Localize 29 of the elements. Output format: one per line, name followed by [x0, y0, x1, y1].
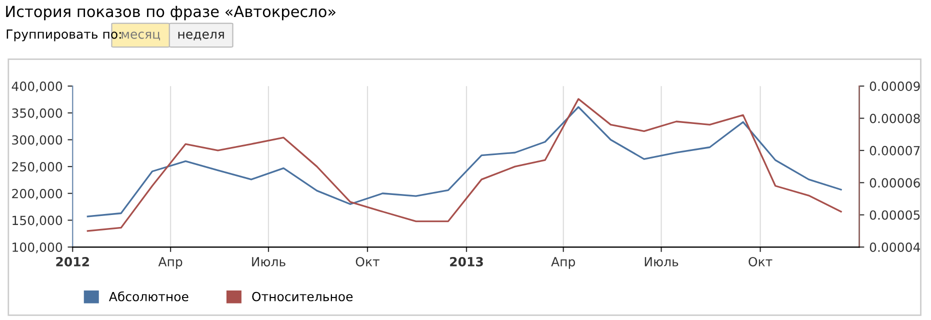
y2-tick-label: 0.00009	[870, 82, 920, 92]
y-tick-label: 100,000	[12, 242, 62, 254]
x-tick-label: Июль	[644, 257, 678, 266]
x-tick-label: Апр	[551, 257, 576, 269]
y2-tick-label: 0.00007	[870, 146, 920, 156]
y2-tick-label: 0.00005	[870, 210, 920, 220]
y2-tick-label: 0.00008	[870, 114, 920, 124]
x-tick-label: 2012	[56, 256, 89, 266]
x-tick-label: Окт	[356, 256, 380, 266]
text: неделя	[178, 32, 224, 40]
line-series	[86, 98, 842, 232]
chart-title: История показов по фразе «Автокресло»	[6, 6, 336, 20]
x-tick-label: 2013	[450, 256, 483, 266]
y-tick-label: 400,000	[12, 82, 62, 92]
text: Группировать по:	[6, 30, 121, 42]
legend-label: Относительное	[252, 292, 353, 302]
y2-tick-label: 0.00006	[870, 178, 920, 188]
x-tick-label: Июль	[252, 257, 286, 266]
x-tick-label: Апр	[158, 257, 182, 269]
y-tick-label: 300,000	[12, 135, 62, 146]
legend-label: Абсолютное	[108, 291, 188, 302]
y-tick-label: 350,000	[12, 108, 62, 120]
y-tick-label: 250,000	[12, 162, 62, 173]
y-tick-label: 200,000	[12, 188, 62, 200]
y2-tick-label: 0.00004	[870, 242, 920, 252]
x-tick-label: Окт	[748, 256, 772, 266]
line-series	[86, 106, 842, 218]
y-tick-label: 150,000	[12, 216, 62, 226]
text: месяц	[122, 32, 160, 40]
